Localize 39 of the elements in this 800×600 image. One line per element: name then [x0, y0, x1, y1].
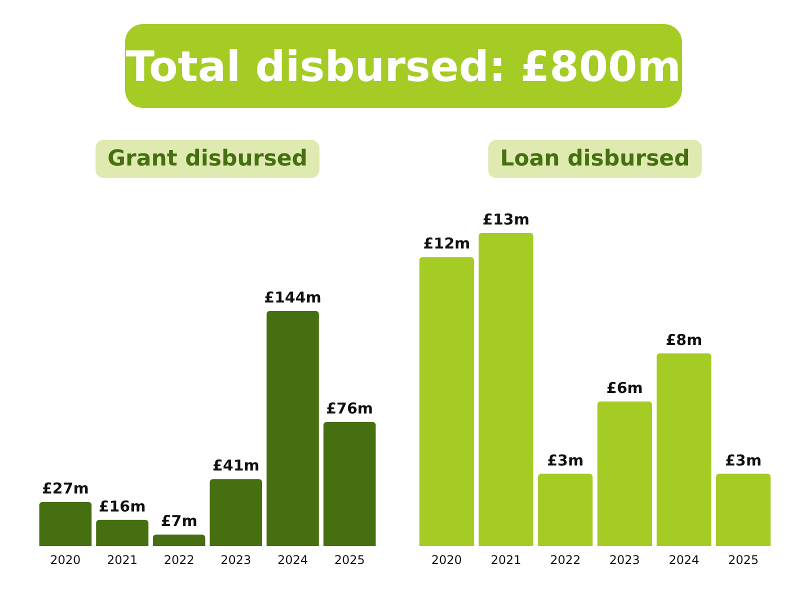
data-label: £6m	[606, 379, 643, 398]
bar	[96, 520, 148, 546]
x-tick-label: 2025	[728, 553, 759, 567]
chart-title: Grant disbursed	[108, 146, 308, 172]
bar	[478, 233, 534, 546]
x-tick-label: 2022	[164, 553, 194, 567]
x-tick-label: 2021	[490, 553, 522, 567]
bar	[656, 353, 712, 546]
bar	[266, 311, 319, 546]
bar	[323, 422, 376, 546]
data-label: £8m	[666, 330, 702, 349]
bar	[39, 502, 92, 546]
text: Total disbursed: £800m	[126, 42, 682, 90]
data-label: £13m	[482, 210, 530, 228]
bar	[152, 534, 206, 546]
data-label: £16m	[98, 497, 146, 516]
data-label: £3m	[725, 451, 762, 470]
bar	[716, 474, 771, 546]
bar	[419, 257, 474, 546]
data-label: £12m	[423, 234, 470, 253]
data-label: £7m	[160, 512, 198, 530]
x-tick-label: 2024	[277, 553, 308, 567]
data-label: £41m	[212, 456, 260, 475]
data-label: £144m	[264, 288, 322, 306]
data-label: £3m	[547, 451, 584, 470]
x-tick-label: 2020	[50, 553, 81, 567]
x-tick-label: 2025	[334, 553, 365, 567]
x-tick-label: 2020	[431, 553, 462, 567]
x-tick-label: 2021	[106, 553, 138, 567]
data-label: £76m	[326, 399, 374, 418]
bar	[597, 402, 652, 546]
x-tick-label: 2024	[668, 553, 700, 567]
bar	[538, 474, 593, 546]
x-tick-label: 2023	[220, 553, 252, 567]
x-tick-label: 2022	[550, 553, 581, 567]
x-tick-label: 2023	[609, 553, 640, 567]
chart-title: Loan disbursed	[500, 146, 690, 172]
data-label: £27m	[42, 479, 89, 498]
bar	[210, 479, 262, 546]
